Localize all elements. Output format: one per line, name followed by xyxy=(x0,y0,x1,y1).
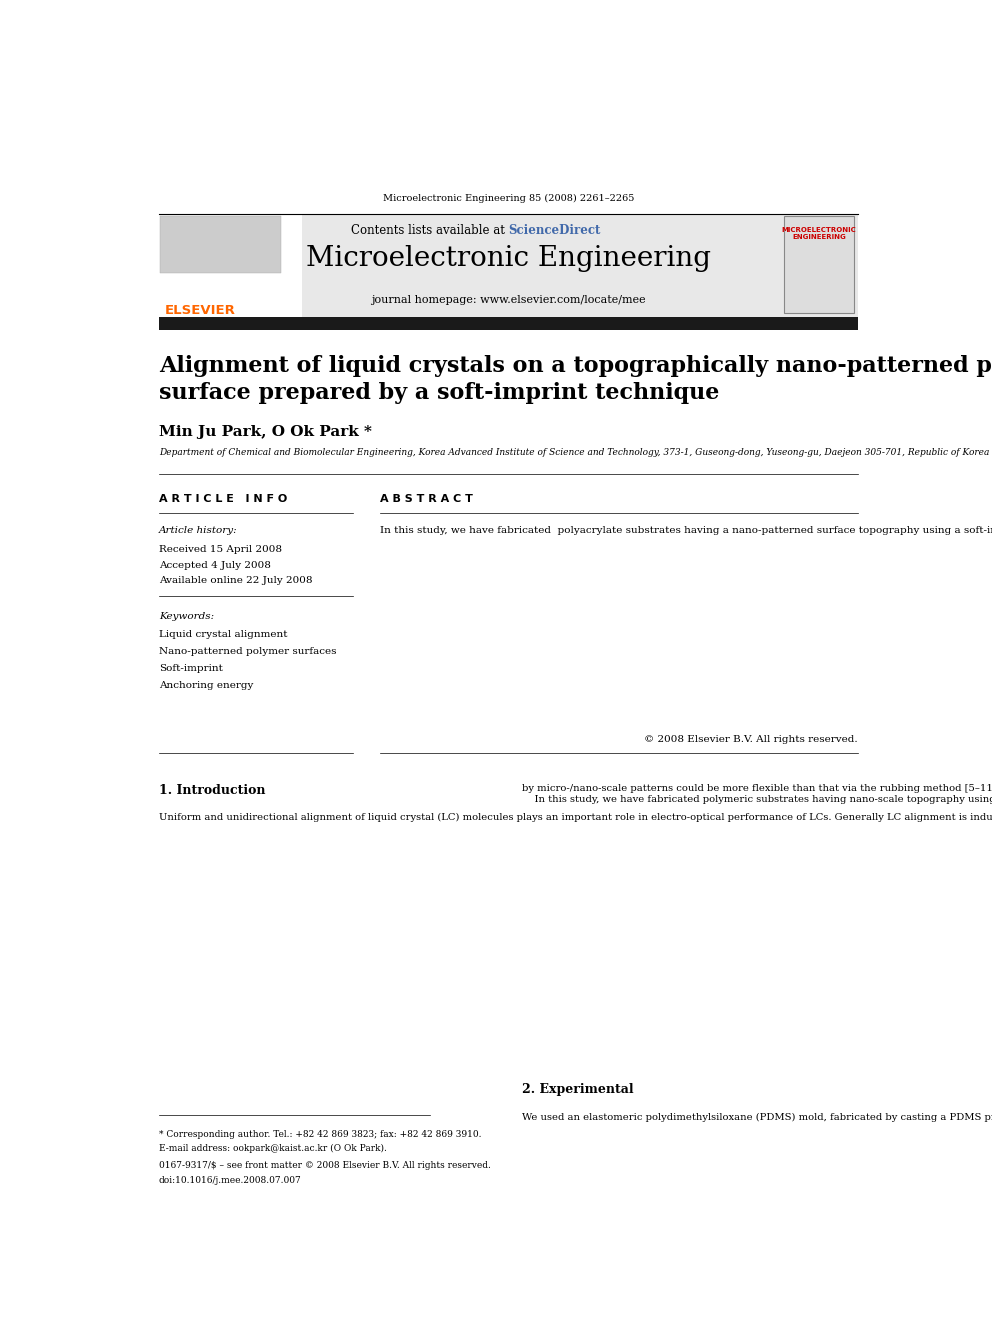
Text: Available online 22 July 2008: Available online 22 July 2008 xyxy=(159,576,312,585)
Text: Accepted 4 July 2008: Accepted 4 July 2008 xyxy=(159,561,271,570)
Text: 1. Introduction: 1. Introduction xyxy=(159,785,266,796)
Bar xyxy=(785,216,854,312)
Text: Uniform and unidirectional alignment of liquid crystal (LC) molecules plays an i: Uniform and unidirectional alignment of … xyxy=(159,814,992,823)
Text: Soft-imprint: Soft-imprint xyxy=(159,664,223,673)
Text: © 2008 Elsevier B.V. All rights reserved.: © 2008 Elsevier B.V. All rights reserved… xyxy=(644,734,858,744)
Text: Keywords:: Keywords: xyxy=(159,611,214,620)
Text: Received 15 April 2008: Received 15 April 2008 xyxy=(159,545,282,554)
Text: Alignment of liquid crystals on a topographically nano-patterned polymer
surface: Alignment of liquid crystals on a topogr… xyxy=(159,355,992,405)
Bar xyxy=(159,214,303,316)
Text: Microelectronic Engineering: Microelectronic Engineering xyxy=(306,245,711,273)
Text: Min Ju Park, O Ok Park *: Min Ju Park, O Ok Park * xyxy=(159,425,372,439)
Text: 2. Experimental: 2. Experimental xyxy=(522,1082,634,1095)
Text: Article history:: Article history: xyxy=(159,527,237,534)
Text: ScienceDirect: ScienceDirect xyxy=(509,224,601,237)
Text: MICROELECTRONIC
ENGINEERING: MICROELECTRONIC ENGINEERING xyxy=(782,226,856,239)
Text: by micro-/nano-scale patterns could be more flexible than that via the rubbing m: by micro-/nano-scale patterns could be m… xyxy=(522,785,992,804)
Text: E-mail address: ookpark@kaist.ac.kr (O Ok Park).: E-mail address: ookpark@kaist.ac.kr (O O… xyxy=(159,1144,387,1154)
Bar xyxy=(161,216,281,273)
Text: ELSEVIER: ELSEVIER xyxy=(165,303,236,316)
Text: We used an elastomeric polydimethylsiloxane (PDMS) mold, fabricated by casting a: We used an elastomeric polydimethylsilox… xyxy=(522,1113,992,1122)
Text: In this study, we have fabricated  polyacrylate substrates having a nano-pattern: In this study, we have fabricated polyac… xyxy=(380,527,992,536)
Text: Liquid crystal alignment: Liquid crystal alignment xyxy=(159,630,288,639)
Text: 0167-9317/$ – see front matter © 2008 Elsevier B.V. All rights reserved.: 0167-9317/$ – see front matter © 2008 El… xyxy=(159,1162,491,1171)
Text: Anchoring energy: Anchoring energy xyxy=(159,681,253,689)
Bar xyxy=(159,316,858,329)
Text: Nano-patterned polymer surfaces: Nano-patterned polymer surfaces xyxy=(159,647,336,656)
Text: doi:10.1016/j.mee.2008.07.007: doi:10.1016/j.mee.2008.07.007 xyxy=(159,1176,302,1185)
Text: Department of Chemical and Biomolecular Engineering, Korea Advanced Institute of: Department of Chemical and Biomolecular … xyxy=(159,448,989,458)
Text: Microelectronic Engineering 85 (2008) 2261–2265: Microelectronic Engineering 85 (2008) 22… xyxy=(383,193,634,202)
Text: journal homepage: www.elsevier.com/locate/mee: journal homepage: www.elsevier.com/locat… xyxy=(371,295,646,306)
Text: * Corresponding author. Tel.: +82 42 869 3823; fax: +82 42 869 3910.: * Corresponding author. Tel.: +82 42 869… xyxy=(159,1130,481,1139)
Text: A B S T R A C T: A B S T R A C T xyxy=(380,493,472,504)
Bar xyxy=(159,214,858,316)
Text: A R T I C L E   I N F O: A R T I C L E I N F O xyxy=(159,493,287,504)
Text: Contents lists available at: Contents lists available at xyxy=(351,224,509,237)
